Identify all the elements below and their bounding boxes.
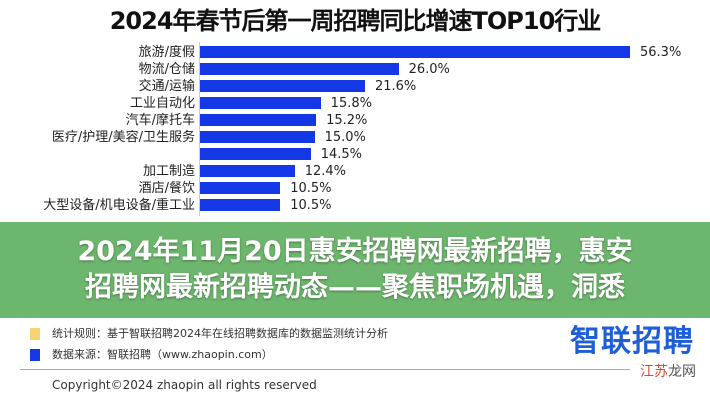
bar <box>200 97 321 109</box>
category-label: 大型设备/机电设备/重工业 <box>43 198 195 213</box>
headline-banner: 2024年11月20日惠安招聘网最新招聘，惠安 招聘网最新招聘动态——聚焦职场机… <box>0 222 710 318</box>
value-label: 14.5% <box>320 147 363 162</box>
value-label: 56.3% <box>640 45 682 60</box>
watermark-part2: 龙网 <box>668 364 696 380</box>
value-label: 15.2% <box>326 113 368 128</box>
watermark-part1: 江苏 <box>640 364 668 380</box>
category-label: 加工制造 <box>142 164 195 179</box>
legend-swatch-rule <box>30 328 40 340</box>
value-label: 10.5% <box>290 181 332 196</box>
bar <box>200 46 630 58</box>
y-axis-line <box>199 42 200 216</box>
bar <box>200 148 311 160</box>
category-label: 交通/运输 <box>138 79 195 94</box>
watermark: 江苏龙网 <box>640 364 696 381</box>
value-label: 10.5% <box>290 198 332 213</box>
category-label: 旅游/度假 <box>138 45 195 60</box>
stat-rule-note: 统计规则：基于智联招聘2024年在线招聘数据库的数据监测统计分析 <box>52 327 388 340</box>
bar <box>200 114 317 126</box>
divider <box>20 369 630 370</box>
value-label: 21.6% <box>374 79 417 94</box>
zhaopin-logo: 智联招聘 <box>570 324 694 359</box>
headline-line-1: 2024年11月20日惠安招聘网最新招聘，惠安 <box>77 236 633 267</box>
category-label: 医疗/护理/美容/卫生服务 <box>51 130 195 145</box>
value-label: 26.0% <box>408 62 450 77</box>
value-label: 12.4% <box>304 164 347 179</box>
category-label: 酒店/餐饮 <box>138 181 195 196</box>
bar <box>200 80 365 92</box>
category-label: 汽车/摩托车 <box>125 113 195 128</box>
copyright: Copyright©2024 zhaopin all rights reserv… <box>52 378 317 392</box>
bar <box>200 131 315 143</box>
bar <box>200 63 399 75</box>
legend-swatch-source <box>30 349 40 361</box>
bar <box>200 182 281 194</box>
category-label: 工业自动化 <box>129 96 195 111</box>
value-label: 15.0% <box>324 130 366 145</box>
value-label: 15.8% <box>330 96 372 111</box>
chart-title: 2024年春节后第一周招聘同比增速TOP10行业 <box>109 7 602 35</box>
headline-line-2: 招聘网最新招聘动态——聚焦职场机遇，洞悉 <box>85 272 625 303</box>
data-source-note: 数据来源：智联招聘（www.zhaopin.com） <box>52 348 273 361</box>
bar <box>200 199 281 211</box>
bar <box>200 165 295 177</box>
category-label: 物流/仓储 <box>138 62 195 77</box>
